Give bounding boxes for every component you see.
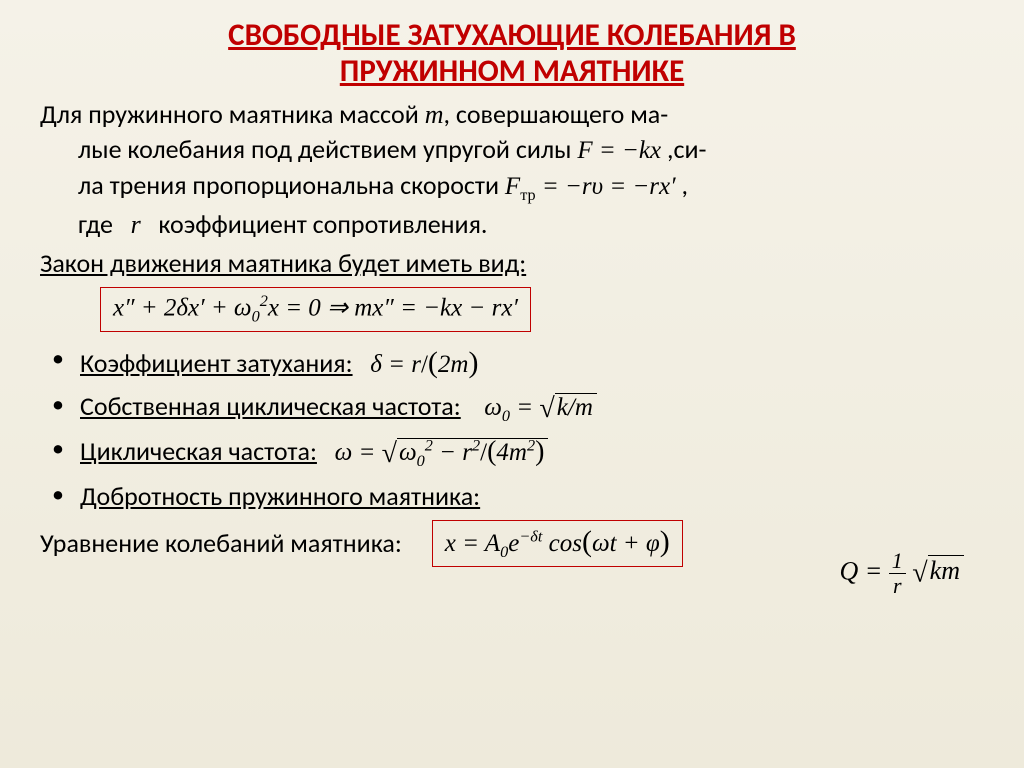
title-line-2: ПРУЖИННОМ МАЯТНИКЕ (340, 52, 684, 90)
eq-Ftr-rest: = −rυ = −rx′ (536, 173, 676, 200)
bullet-4-label: Добротность пружинного маятника: (80, 480, 480, 512)
b1-eq-a: δ = r (370, 351, 421, 378)
final-eq-d: ωt + φ (592, 530, 660, 557)
boxed-eq-part1: x″ + 2δx′ + ω (113, 295, 252, 322)
final-equation-box: x = A0e−δt cos(ωt + φ) (432, 520, 683, 567)
Q-sqrt: km (928, 555, 964, 585)
bullet-3: Циклическая частота: ω = √ω02 − r2/(4m2) (40, 430, 984, 475)
b2-eq-b: k/m (555, 393, 597, 421)
slide-title: СВОБОДНЫЕ ЗАТУХАЮЩИЕ КОЛЕБАНИЯ В ПРУЖИНН… (40, 18, 984, 89)
intro-2b: ,си- (661, 133, 706, 165)
intro-1a: Для пружинного маятника массой (40, 98, 425, 130)
eq-Ftr-sub: тр (520, 186, 535, 204)
title-line-1: СВОБОДНЫЕ ЗАТУХАЮЩИЕ КОЛЕБАНИЯ В (228, 16, 796, 54)
bullet-1-eq: δ = r/(2m) (370, 351, 478, 378)
Q-den: r (889, 574, 906, 597)
intro-line3: ла трения пропорциональна скорости Fтр =… (40, 168, 984, 207)
bullet-1-label: Коэффициент затухания: (80, 347, 353, 379)
intro-paragraph: Для пружинного маятника массой m, соверш… (40, 97, 984, 132)
final-eq-b: e (508, 530, 519, 557)
b1-eq-b: 2m (438, 351, 469, 378)
boxed-eq-part2: x = 0 ⇒ mx″ = −kx − rx′ (268, 295, 518, 322)
b3-eq-b: ω (399, 439, 417, 466)
Q-num: 1 (889, 550, 906, 574)
b3-eq-d: 4m (496, 439, 527, 466)
final-label: Уравнение колебаний маятника: (40, 526, 402, 561)
intro-4b: коэффициент сопротивления. (152, 208, 487, 240)
bullet-2-label: Собственная циклическая частота: (80, 390, 461, 422)
intro-3a: ла трения пропорциональна скорости (78, 169, 505, 201)
bullet-2-eq: ω0 = √k/m (484, 394, 597, 421)
b3-eq-c: − r (433, 439, 472, 466)
bullet-2: Собственная циклическая частота: ω0 = √k… (40, 386, 984, 430)
b3-eq-a: ω = (335, 439, 382, 466)
intro-line4: где r коэффициент сопротивления. (40, 207, 984, 242)
bullet-1: Коэффициент затухания: δ = r/(2m) (40, 340, 984, 387)
eq-Ftr: Fтр = −rυ = −rx′ (505, 173, 676, 200)
eq-Ftr-F: F (505, 173, 520, 200)
var-m: m (425, 100, 444, 129)
Q-eq-a: Q = (839, 556, 888, 585)
bullet-3-eq: ω = √ω02 − r2/(4m2) (335, 439, 549, 466)
final-eq-a: x = A (445, 530, 500, 557)
b2-eq-a: ω (484, 394, 502, 421)
intro-line2: лые колебания под действием упругой силы… (40, 132, 984, 168)
boxed-eq-sup: 2 (260, 292, 268, 310)
intro-2a: лые колебания под действием упругой силы (78, 133, 577, 165)
law-label: Закон движения маятника будет иметь вид: (40, 246, 984, 281)
bullet-list: Коэффициент затухания: δ = r/(2m) Собств… (40, 340, 984, 517)
boxed-eq-sub: 0 (252, 308, 260, 326)
Q-equation: Q = 1r √km (839, 550, 964, 597)
bullet-4: Добротность пружинного маятника: (40, 476, 984, 516)
bullet-3-label: Циклическая частота: (80, 435, 317, 467)
intro-1b: , совершающего ма- (443, 98, 668, 130)
var-r: r (131, 210, 141, 239)
eq-F: F = −kx (577, 137, 661, 164)
boxed-equation: x″ + 2δx′ + ω02x = 0 ⇒ mx″ = −kx − rx′ (100, 287, 531, 331)
intro-4a: где (78, 208, 119, 240)
final-eq-exp: −δt (519, 528, 542, 546)
intro-3b: , (682, 169, 689, 201)
final-eq-c: cos (542, 530, 582, 557)
